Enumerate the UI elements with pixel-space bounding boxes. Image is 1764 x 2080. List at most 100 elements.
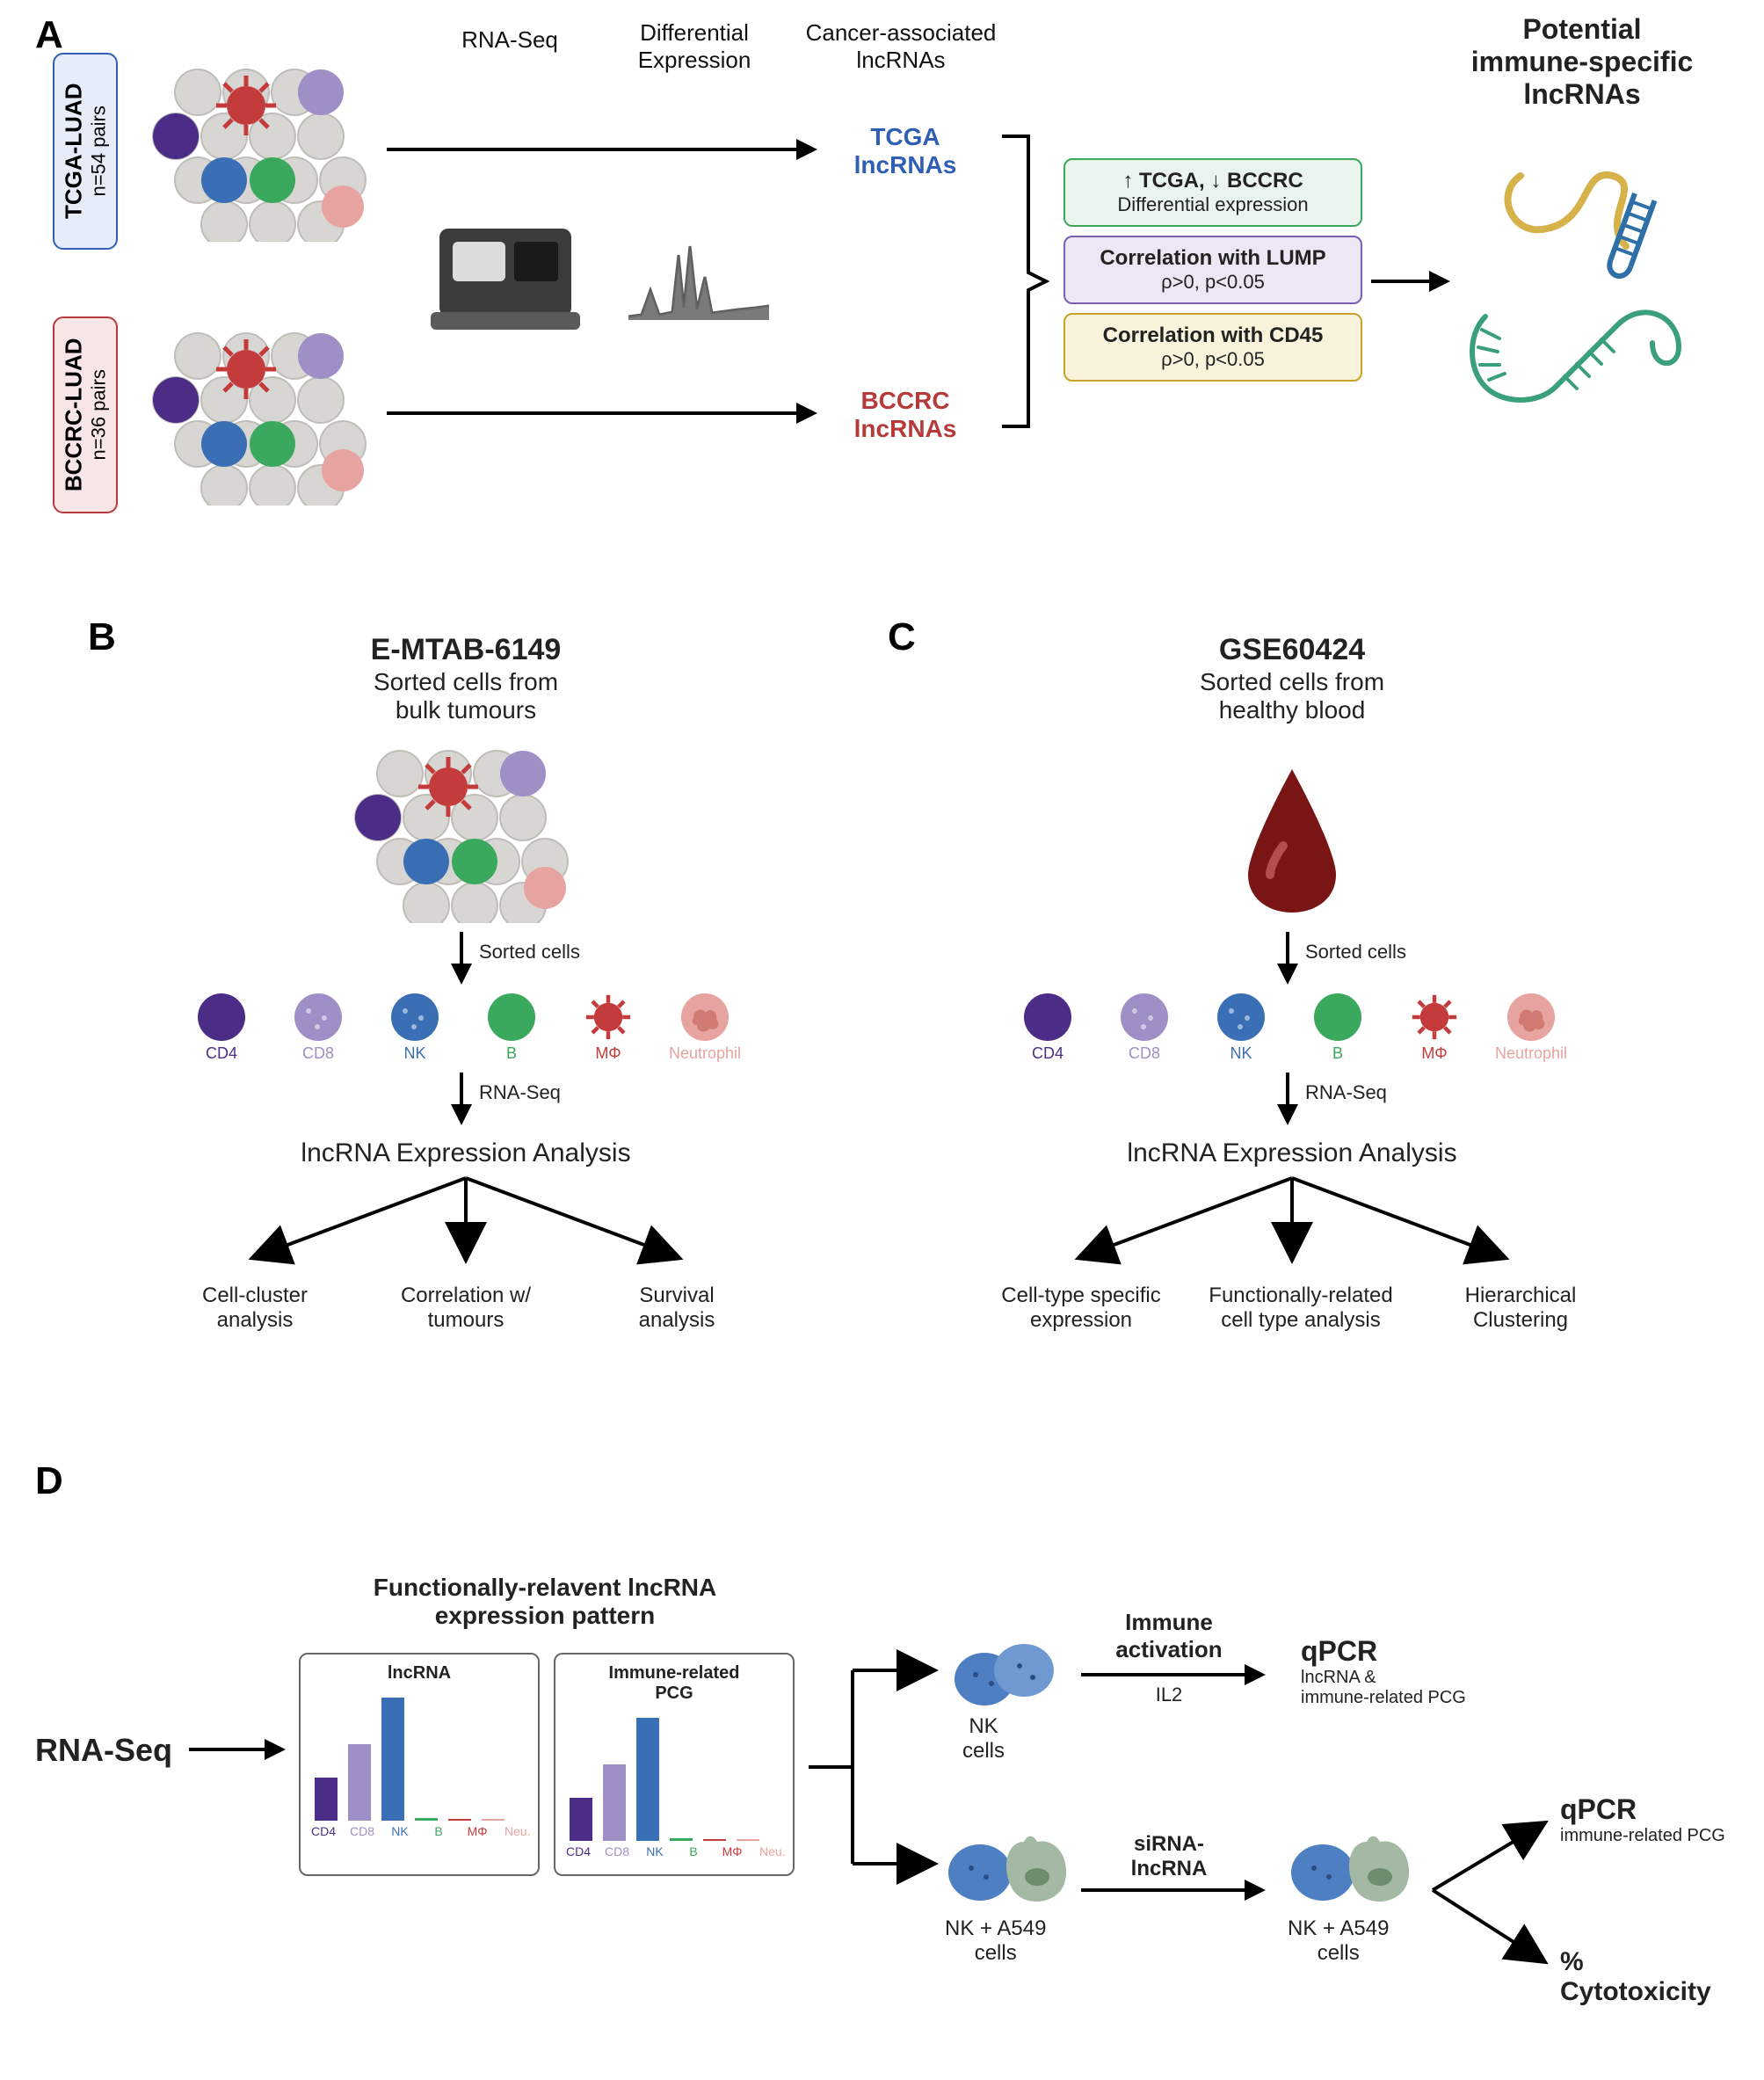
sorted-cell-b: B [475,993,548,1063]
panelD-chart2-plot [564,1709,784,1841]
stepA-diffexp: Differential Expression [615,19,773,74]
nk-a549-icon-2 [1283,1829,1415,1916]
stepA-rnaseq: RNA-Seq [439,26,580,54]
criteria-stack: ↑ TCGA, ↓ BCCRC Differential expression … [1063,158,1362,390]
panelC-label: C [888,615,916,659]
qpcr-bottom-sub: immune-related PCG [1560,1826,1725,1846]
criteria-cd45-sub: ρ>0, p<0.05 [1078,348,1348,371]
bar-b [670,1838,693,1841]
qpcr-bottom-title: qPCR [1560,1793,1725,1826]
sorted-cell-cd4: CD4 [1011,993,1085,1063]
cohort-tcga-name: TCGA-LUAD [60,84,86,220]
panelD-siRNA: siRNA- lncRNA [1090,1832,1248,1881]
nk-a549-icon [940,1829,1072,1916]
bar-neu. [737,1839,759,1841]
cohort-tcga-pill: TCGA-LUAD n=54 pairs [53,53,118,250]
panelD-bottom-fanout [1424,1802,1556,1987]
criteria-cd45: Correlation with CD45 ρ>0, p<0.05 [1063,313,1362,382]
panelB-fanout-arrows [202,1174,730,1279]
stepA-cancer-lnc: Cancer-associated lncRNAs [800,19,1002,74]
criteria-lump-sub: ρ>0, p<0.05 [1078,271,1348,294]
panelD-chart2-title: Immune-related PCG [564,1663,784,1704]
panelD-header: Functionally-relavent lncRNA expression … [299,1574,791,1630]
panelC-sortedcells: Sorted cells [1305,941,1406,964]
panelB-target3: Survival analysis [580,1284,773,1333]
panelB-sub: Sorted cells from bulk tumours [88,668,844,724]
sorted-cell-nk: NK [1204,993,1278,1063]
panelD-activation-title1: Immune activation [1090,1609,1248,1663]
peaks-icon [624,229,773,325]
cytotoxicity-label: % Cytotoxicity [1560,1947,1731,2007]
sorted-cell-neutrophil: Neutrophil [1494,993,1568,1063]
panelC-target3: Hierarchical Clustering [1424,1284,1617,1333]
qpcr-top: qPCR lncRNA & immune-related PCG [1301,1635,1466,1708]
bar-cd8 [348,1744,371,1821]
panelB-target2: Correlation w/ tumours [369,1284,563,1333]
qpcr-top-title: qPCR [1301,1635,1466,1668]
qpcr-top-sub: lncRNA & immune-related PCG [1301,1668,1466,1708]
sorted-cell-cd8: CD8 [281,993,355,1063]
figure: A TCGA-LUAD n=54 pairs BCCRC-LUAD n=36 p… [0,0,1764,2080]
panelB-cluster [352,738,571,923]
cohort-bccrc-pill: BCCRC-LUAD n=36 pairs [53,316,118,513]
cohort-bccrc-name: BCCRC-LUAD [60,338,86,492]
cohort-bccrc-n: n=36 pairs [87,338,110,492]
panelD-chart1-title: lncRNA [309,1663,529,1684]
sorted-cell-nk: NK [378,993,452,1063]
criteria-cd45-top: Correlation with CD45 [1078,324,1348,348]
lncRNA-icons [1459,141,1705,422]
nk-label-top: NK cells [962,1714,1005,1764]
criteria-lump: Correlation with LUMP ρ>0, p<0.05 [1063,236,1362,304]
panelC: GSE60424 Sorted cells from healthy blood… [914,633,1670,1424]
panelC-title: GSE60424 [914,633,1670,667]
panelA-output-title: Potential immune-specific lncRNAs [1459,13,1705,111]
panelC-sorted-row: CD4CD8NKBMΦNeutrophil [1011,993,1568,1063]
bar-mφ [703,1839,726,1841]
cell-cluster-tcga [149,57,369,242]
criteria-lump-top: Correlation with LUMP [1078,246,1348,271]
sorted-cell-mφ: MΦ [1397,993,1471,1063]
panelD-chart-lncRNA: lncRNA CD4CD8NKBMΦNeu. [299,1653,540,1876]
panelD: RNA-Seq Functionally-relavent lncRNA exp… [35,1459,1731,2075]
cohort-tcga-n: n=54 pairs [87,84,110,220]
panelC-rnaseq: RNA-Seq [1305,1081,1387,1104]
panelB-rnaseq: RNA-Seq [479,1081,561,1104]
bar-nk [636,1718,659,1841]
sorted-cell-cd4: CD4 [185,993,258,1063]
panelD-rnaseq-label: RNA-Seq [35,1732,172,1769]
bar-cd4 [315,1778,338,1821]
panelD-il2-top: IL2 [1090,1684,1248,1706]
merge-bracket [998,132,1050,431]
criteria-diffexp-top: ↑ TCGA, ↓ BCCRC [1078,169,1348,193]
criteria-diffexp: ↑ TCGA, ↓ BCCRC Differential expression [1063,158,1362,227]
sorted-cell-neutrophil: Neutrophil [668,993,742,1063]
panelD-chart1-plot [309,1689,529,1821]
panelB-sortedcells: Sorted cells [479,941,580,964]
panelC-fanout-arrows [1028,1174,1556,1279]
nk-cells-icon-top [949,1635,1063,1714]
panelC-sub: Sorted cells from healthy blood [914,668,1670,724]
panelB-target1: Cell-cluster analysis [158,1284,352,1333]
panelB: E-MTAB-6149 Sorted cells from bulk tumou… [88,633,844,1424]
bar-nk [381,1698,404,1821]
panelA: TCGA-LUAD n=54 pairs BCCRC-LUAD n=36 pai… [53,26,1705,589]
blood-drop-icon [1239,765,1345,914]
lnc-tcga-label: TCGA lncRNAs [826,123,984,179]
criteria-diffexp-sub: Differential expression [1078,193,1348,216]
nk-a549-label: NK + A549 cells [945,1916,1046,1966]
nk-a549-label-2: NK + A549 cells [1288,1916,1389,1966]
panelB-analysis: lncRNA Expression Analysis [88,1138,844,1168]
lnc-bccrc-label: BCCRC lncRNAs [826,387,984,443]
panelB-sorted-row: CD4CD8NKBMΦNeutrophil [185,993,742,1063]
panelD-chart2-xlabels: CD4CD8NKBMΦNeu. [564,1841,784,1858]
panelD-chart-pcg: Immune-related PCG CD4CD8NKBMΦNeu. [554,1653,795,1876]
panelD-chart1-xlabels: CD4CD8NKBMΦNeu. [309,1821,529,1838]
panelC-target2: Functionally-related cell type analysis [1178,1284,1424,1333]
bar-neu. [482,1819,505,1821]
panelD-activation-top: Immune activation [1090,1609,1248,1663]
sorted-cell-b: B [1301,993,1375,1063]
panelC-target1: Cell-type specific expression [967,1284,1195,1333]
panelB-title: E-MTAB-6149 [88,633,844,667]
bar-mφ [448,1819,471,1821]
panelC-analysis: lncRNA Expression Analysis [914,1138,1670,1168]
